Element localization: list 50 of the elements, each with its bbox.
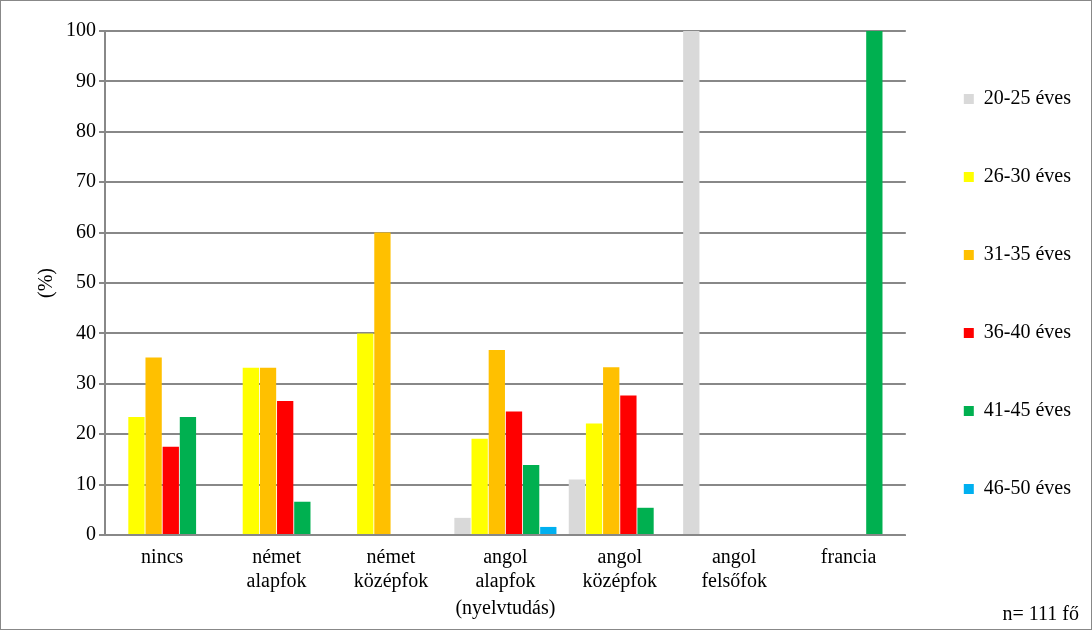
y-axis-title: (%): [34, 268, 58, 298]
y-tick-label: 50: [76, 270, 96, 293]
y-tick-label: 80: [76, 119, 96, 142]
y-tick-label: 20: [76, 421, 96, 444]
bar: [294, 501, 311, 534]
x-tick-label: német alapfok: [246, 545, 307, 593]
bar: [540, 526, 557, 534]
x-tick-label: angol alapfok: [475, 545, 536, 593]
x-tick-label: francia: [820, 545, 877, 568]
bar: [683, 31, 700, 534]
bar: [242, 367, 260, 534]
bar: [637, 507, 654, 534]
bar: [374, 232, 391, 534]
y-tick-label: 60: [76, 219, 96, 242]
bar: [866, 31, 883, 534]
bar: [162, 446, 179, 534]
bar: [454, 517, 471, 534]
bar: [128, 417, 145, 534]
y-tick-label: 70: [76, 169, 96, 192]
legend-label: 31-35 éves: [983, 242, 1072, 265]
bar: [505, 411, 523, 534]
y-tick-label: 30: [76, 371, 96, 394]
y-tick-label: 0: [86, 522, 96, 545]
bar: [145, 357, 162, 534]
bar: [259, 367, 277, 534]
bar: [488, 350, 505, 534]
x-tick-label: angol felsőfok: [701, 545, 767, 592]
legend-label: 26-30 éves: [983, 164, 1072, 187]
bar: [585, 423, 603, 534]
x-tick-label: nincs: [141, 545, 184, 568]
bar: [471, 438, 488, 534]
y-tick-label: 100: [66, 18, 96, 41]
bar: [620, 395, 637, 534]
bar: [568, 479, 586, 534]
bar: [179, 417, 197, 534]
bar: [357, 333, 374, 534]
legend-label: 41-45 éves: [983, 398, 1072, 421]
y-tick-label: 10: [76, 471, 96, 494]
bar: [522, 464, 540, 534]
text: n= 111 fő: [1002, 602, 1079, 625]
bar: [603, 367, 620, 534]
y-tick-label: 90: [76, 68, 96, 91]
x-tick-label: német középfok: [353, 545, 429, 593]
x-axis-title: (nyelvtudás): [455, 596, 556, 620]
legend-label: 36-40 éves: [983, 320, 1072, 343]
x-tick-label: angol középfok: [582, 545, 658, 593]
bar: [277, 400, 294, 534]
legend-label: 46-50 éves: [983, 476, 1072, 499]
legend-label: 20-25 éves: [983, 86, 1072, 109]
y-tick-label: 40: [76, 320, 96, 343]
